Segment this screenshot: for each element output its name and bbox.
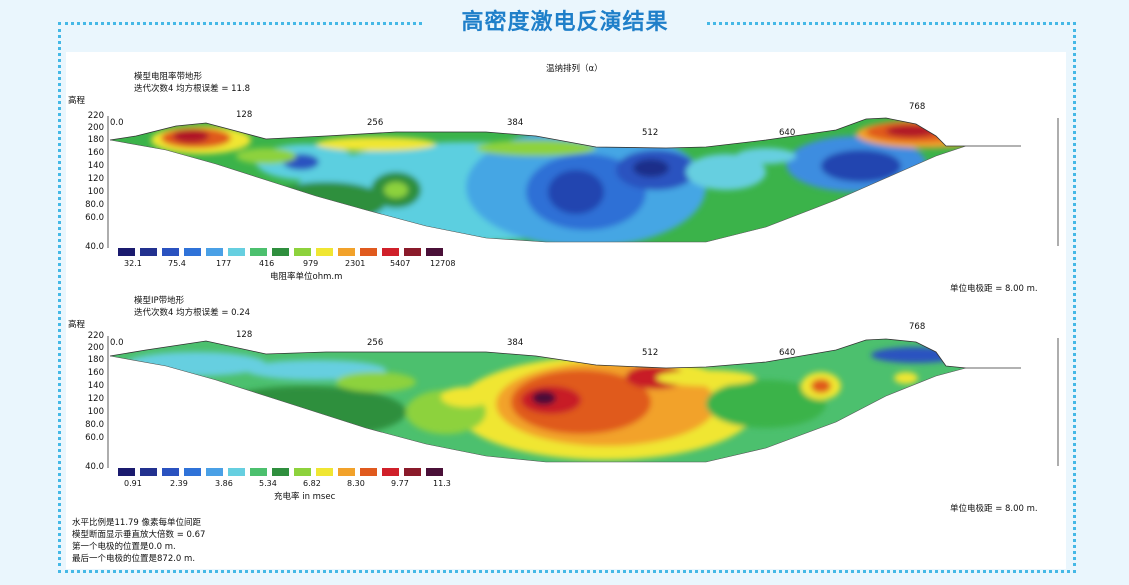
p2-cbar-label: 0.91	[124, 479, 142, 488]
ip-section	[110, 339, 966, 462]
footer-note: 模型断面显示垂直放大倍数 = 0.67	[72, 530, 206, 540]
p2-xtick: 768	[909, 322, 926, 332]
p1-ytick: 120	[87, 174, 104, 184]
p1-ytick: 40.0	[85, 242, 104, 252]
p2-ytick: 40.0	[85, 462, 104, 472]
inversion-figure: 温纳排列（α） 模型电阻率带地形 迭代次数4 均方根误差 = 11.8 高程 2…	[66, 52, 1066, 569]
panel1-spacing: 单位电极距 = 8.00 m.	[950, 284, 1038, 294]
p1-xtick: 512	[642, 128, 659, 138]
p1-ytick: 220	[87, 111, 104, 121]
footer-note: 最后一个电极的位置是872.0 m.	[72, 554, 196, 564]
p1-ytick: 200	[87, 123, 104, 133]
panel2-model-name: 模型IP带地形	[134, 296, 185, 306]
p2-ytick: 80.0	[85, 420, 104, 430]
p2-ytick: 100	[87, 407, 104, 417]
p2-xtick: 128	[236, 330, 253, 340]
panel1-elevation-label: 高程	[68, 96, 86, 106]
p2-ytick: 220	[87, 331, 104, 341]
p1-cbar-label: 2301	[345, 259, 366, 268]
p2-cbar-label: 8.30	[347, 479, 365, 488]
p1-cbar-label: 177	[216, 259, 232, 268]
p2-xtick: 384	[507, 338, 524, 348]
p2-cbar-label: 11.3	[433, 479, 451, 488]
p2-cbar-label: 6.82	[303, 479, 321, 488]
p1-xtick: 256	[367, 118, 384, 128]
p1-xtick: 0.0	[110, 118, 124, 128]
p1-cbar-label: 75.4	[168, 259, 186, 268]
p2-ytick: 160	[87, 368, 104, 378]
p2-ytick: 140	[87, 381, 104, 391]
p1-cbar-label: 416	[259, 259, 275, 268]
page-title: 高密度激电反演结果	[424, 6, 706, 40]
p1-xtick: 768	[909, 102, 926, 112]
p1-cbar-label: 979	[303, 259, 319, 268]
p2-cbar-label: 2.39	[170, 479, 188, 488]
p2-xtick: 640	[779, 348, 796, 358]
p2-ytick: 120	[87, 394, 104, 404]
colorbar-1	[118, 248, 443, 256]
panel1-model-name: 模型电阻率带地形	[134, 72, 203, 82]
panel1-iteration: 迭代次数4 均方根误差 = 11.8	[134, 84, 251, 94]
top-caption: 温纳排列（α）	[546, 64, 603, 74]
section-borders	[109, 139, 967, 463]
panel1-unit-label: 电阻率单位ohm.m	[270, 272, 343, 282]
p1-ytick: 100	[87, 187, 104, 197]
p1-cbar-label: 12708	[430, 259, 456, 268]
p2-xtick: 512	[642, 348, 659, 358]
footer-note: 第一个电极的位置是0.0 m.	[72, 542, 176, 552]
p2-xtick: 0.0	[110, 338, 124, 348]
panel2-spacing: 单位电极距 = 8.00 m.	[950, 504, 1038, 514]
p2-cbar-label: 3.86	[215, 479, 233, 488]
p1-xtick: 640	[779, 128, 796, 138]
p2-ytick: 180	[87, 355, 104, 365]
footer-note: 水平比例是11.79 像素每单位间距	[72, 518, 202, 528]
section-plots	[107, 116, 1059, 476]
p1-ytick: 180	[87, 135, 104, 145]
resistivity-section	[110, 118, 966, 242]
p1-ytick: 60.0	[85, 213, 104, 223]
p2-cbar-label: 9.77	[391, 479, 409, 488]
p2-cbar-label: 5.34	[259, 479, 277, 488]
p1-xtick: 384	[507, 118, 524, 128]
panel2-unit-label: 充电率 in msec	[274, 492, 336, 502]
p1-ytick: 160	[87, 148, 104, 158]
p1-ytick: 80.0	[85, 200, 104, 210]
p2-ytick: 200	[87, 343, 104, 353]
p1-xtick: 128	[236, 110, 253, 120]
p2-ytick: 60.0	[85, 433, 104, 443]
colorbar-2	[118, 468, 443, 476]
p1-cbar-label: 5407	[390, 259, 411, 268]
p2-xtick: 256	[367, 338, 384, 348]
panel2-elevation-label: 高程	[68, 320, 86, 330]
p1-ytick: 140	[87, 161, 104, 171]
surface-lines	[109, 117, 1021, 369]
p1-cbar-label: 32.1	[124, 259, 142, 268]
panel2-iteration: 迭代次数4 均方根误差 = 0.24	[134, 308, 251, 318]
